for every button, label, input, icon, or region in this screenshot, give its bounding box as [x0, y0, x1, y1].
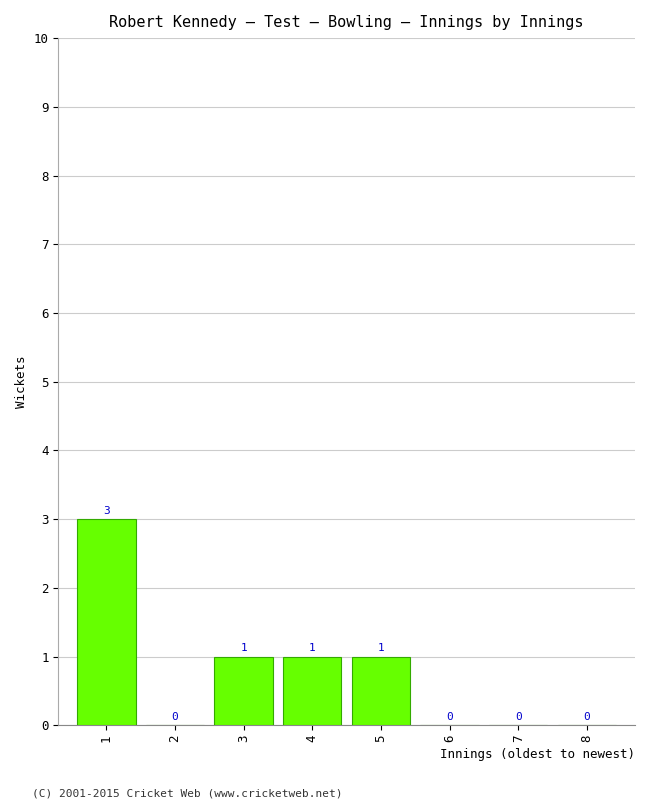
Text: 0: 0 — [447, 712, 453, 722]
Text: 0: 0 — [515, 712, 522, 722]
Text: 0: 0 — [584, 712, 590, 722]
Bar — [214, 657, 273, 726]
Text: 0: 0 — [172, 712, 178, 722]
Title: Robert Kennedy – Test – Bowling – Innings by Innings: Robert Kennedy – Test – Bowling – Inning… — [109, 15, 584, 30]
Text: (C) 2001-2015 Cricket Web (www.cricketweb.net): (C) 2001-2015 Cricket Web (www.cricketwe… — [32, 788, 343, 798]
Text: 1: 1 — [240, 643, 247, 653]
Text: 3: 3 — [103, 506, 110, 516]
Bar — [352, 657, 410, 726]
Bar — [283, 657, 341, 726]
Y-axis label: Wickets: Wickets — [15, 355, 28, 408]
Bar — [77, 519, 135, 726]
X-axis label: Innings (oldest to newest): Innings (oldest to newest) — [440, 748, 635, 761]
Text: 1: 1 — [378, 643, 384, 653]
Text: 1: 1 — [309, 643, 316, 653]
